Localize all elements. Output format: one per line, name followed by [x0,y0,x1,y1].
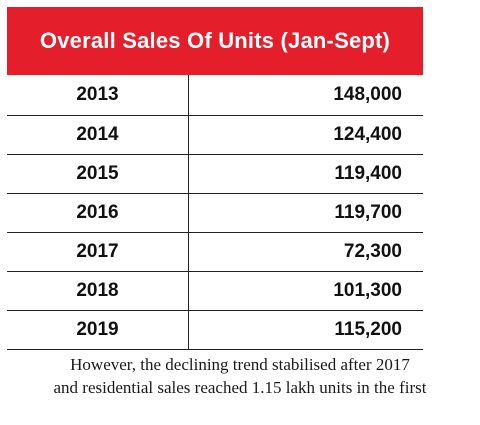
year-cell: 2014 [7,115,189,155]
year-cell: 2019 [7,310,189,350]
units-cell: 119,700 [188,193,423,233]
year-cell: 2017 [7,232,189,272]
units-cell: 119,400 [188,154,423,194]
sales-table-card: Overall Sales Of Units (Jan-Sept) 2013 14… [7,7,423,350]
units-cell: 124,400 [188,115,423,155]
caption-line-1: However, the declining trend stabilised … [70,355,410,374]
caption-text: However, the declining trend stabilised … [0,353,480,399]
caption-line-2: and residential sales reached 1.15 lakh … [53,378,427,397]
year-cell: 2015 [7,154,189,194]
year-cell: 2013 [7,75,189,116]
units-cell: 101,300 [188,271,423,311]
table-row: 2018 101,300 [7,271,423,311]
year-cell: 2016 [7,193,189,233]
units-cell: 115,200 [188,310,423,350]
units-cell: 72,300 [188,232,423,272]
table-row: 2016 119,700 [7,193,423,233]
table-row: 2017 72,300 [7,232,423,272]
table-row: 2015 119,400 [7,154,423,194]
table-title: Overall Sales Of Units (Jan-Sept) [7,7,423,75]
year-cell: 2018 [7,271,189,311]
units-cell: 148,000 [188,75,423,116]
sales-table: 2013 148,000 2014 124,400 2015 119,400 2016 119… [7,75,423,350]
table-row: 2019 115,200 [7,310,423,350]
table-row: 2014 124,400 [7,115,423,155]
table-row: 2013 148,000 [7,75,423,116]
